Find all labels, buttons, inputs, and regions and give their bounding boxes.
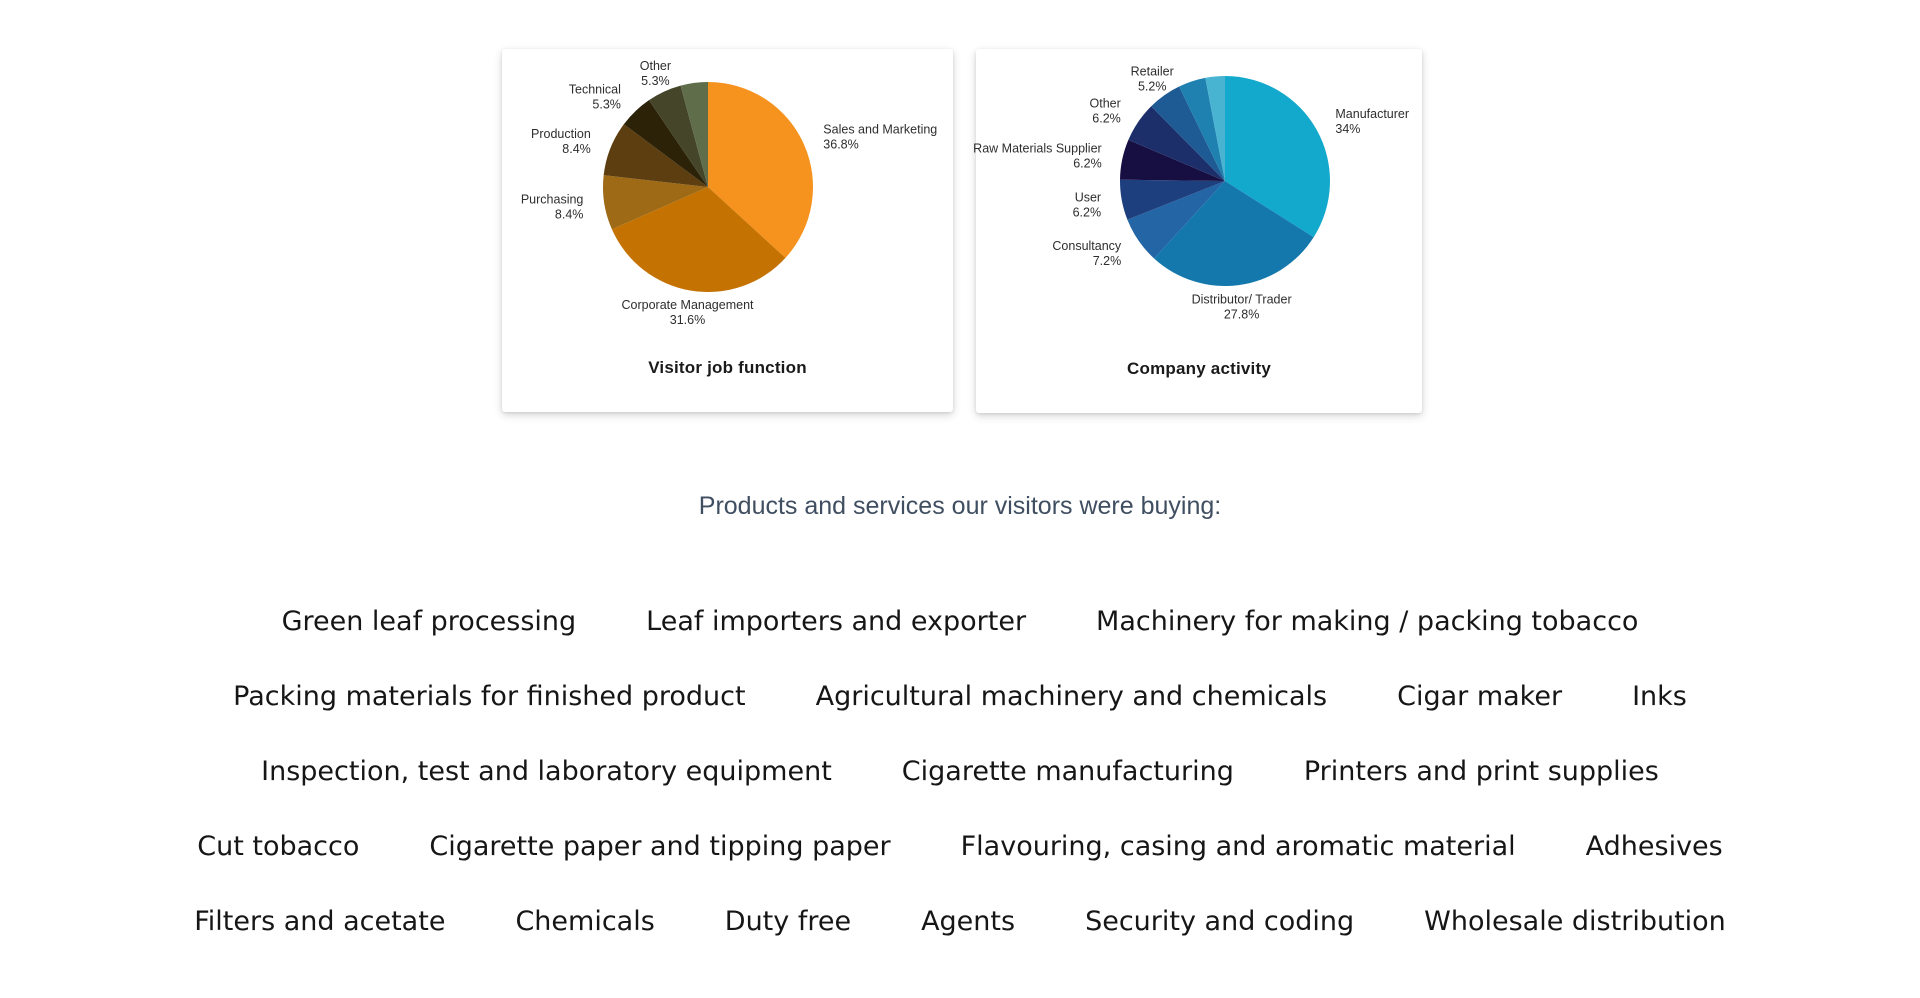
product-item: Flavouring, casing and aromatic material: [960, 831, 1516, 862]
product-row: Filters and acetate Chemicals Duty free Age…: [0, 907, 1920, 937]
pie-slice-label: Other 6.2%: [1090, 97, 1121, 126]
product-item: Chemicals: [515, 906, 655, 937]
pie-slice: [1225, 76, 1330, 238]
product-item: Cigar maker: [1397, 681, 1563, 712]
product-item: Printers and print supplies: [1303, 756, 1659, 787]
pie-slice-label: Retailer 5.2%: [1131, 65, 1174, 94]
pie-slice: [1120, 139, 1225, 181]
pie-slice: [602, 175, 708, 230]
pie-slice: [623, 100, 708, 187]
pie-company-activity: Manufacturer 34% Distributor/ Trader 27.8% C…: [973, 65, 1409, 322]
pie-slice: [1151, 86, 1225, 181]
product-item: Agents: [921, 906, 1016, 937]
product-item: Wholesale distribution: [1424, 906, 1726, 937]
product-item: Adhesives: [1585, 831, 1723, 862]
product-item: Duty free: [724, 906, 852, 937]
product-item: Inspection, test and laboratory equipmen…: [261, 756, 832, 787]
product-item: Agricultural machinery and chemicals: [815, 681, 1328, 712]
pie-visitor-job-function: Sales and Marketing 36.8% Corporate Manage…: [521, 59, 937, 327]
pie-slice: [611, 187, 786, 293]
products-heading: Products and services our visitors were …: [698, 492, 1222, 520]
product-row: Green leaf processing Leaf importers and …: [0, 607, 1920, 637]
product-item: Cut tobacco: [197, 831, 360, 862]
pie-slice-label: Distributor/ Trader 27.8%: [1192, 292, 1292, 321]
pie-slice-label: Technical 5.3%: [569, 83, 621, 112]
pie-slice-label: Corporate Management 31.6%: [621, 298, 754, 327]
pie-slice: [603, 124, 708, 187]
company-activity-card: Manufacturer 34% Distributor/ Trader 27.8% C…: [973, 49, 1422, 413]
pie-slice: [680, 82, 708, 187]
pie-slice-label: Consultancy 7.2%: [1052, 239, 1122, 268]
pie-slice: [1205, 76, 1225, 181]
product-row: Cut tobacco Cigarette paper and tipping p…: [0, 832, 1920, 862]
pie-slice: [708, 82, 814, 258]
pie-slice-label: Other 5.3%: [640, 59, 671, 88]
chart-title: Visitor job function: [648, 358, 807, 377]
chart-title: Company activity: [1127, 359, 1271, 378]
product-item: Cigarette paper and tipping paper: [429, 831, 891, 862]
pie-slice-label: Manufacturer 34%: [1335, 107, 1409, 136]
pie-slice: [1127, 181, 1225, 259]
pie-slice-label: Purchasing 8.4%: [521, 192, 584, 221]
product-item: Filters and acetate: [194, 906, 446, 937]
pie-slice-label: Production 8.4%: [531, 127, 591, 156]
product-item: Inks: [1632, 681, 1687, 712]
charts-section: Sales and Marketing 36.8% Corporate Manage…: [0, 0, 1920, 430]
product-item: Packing materials for finished product: [233, 681, 746, 712]
product-item: Leaf importers and exporter: [646, 606, 1027, 637]
pie-slice-label: User 6.2%: [1073, 190, 1102, 219]
product-row: Packing materials for finished product Ag…: [0, 682, 1920, 712]
product-item: Security and coding: [1085, 906, 1355, 937]
product-item: Machinery for making / packing tobacco: [1096, 606, 1639, 637]
product-list: Green leaf processing Leaf importers and …: [0, 607, 1920, 982]
product-row: Inspection, test and laboratory equipmen…: [0, 757, 1920, 787]
pie-slice: [1128, 106, 1225, 181]
product-item: Green leaf processing: [281, 606, 577, 637]
pie-slice-label: Sales and Marketing 36.8%: [823, 123, 937, 152]
pie-slice: [648, 85, 708, 187]
pie-slice: [1154, 181, 1314, 286]
pie-slice-label: Raw Materials Supplier 6.2%: [973, 142, 1102, 171]
pie-slice: [1120, 179, 1225, 220]
pie-slice: [1179, 77, 1225, 181]
product-item: Cigarette manufacturing: [901, 756, 1234, 787]
visitor-job-function-card: Sales and Marketing 36.8% Corporate Manage…: [502, 49, 953, 412]
